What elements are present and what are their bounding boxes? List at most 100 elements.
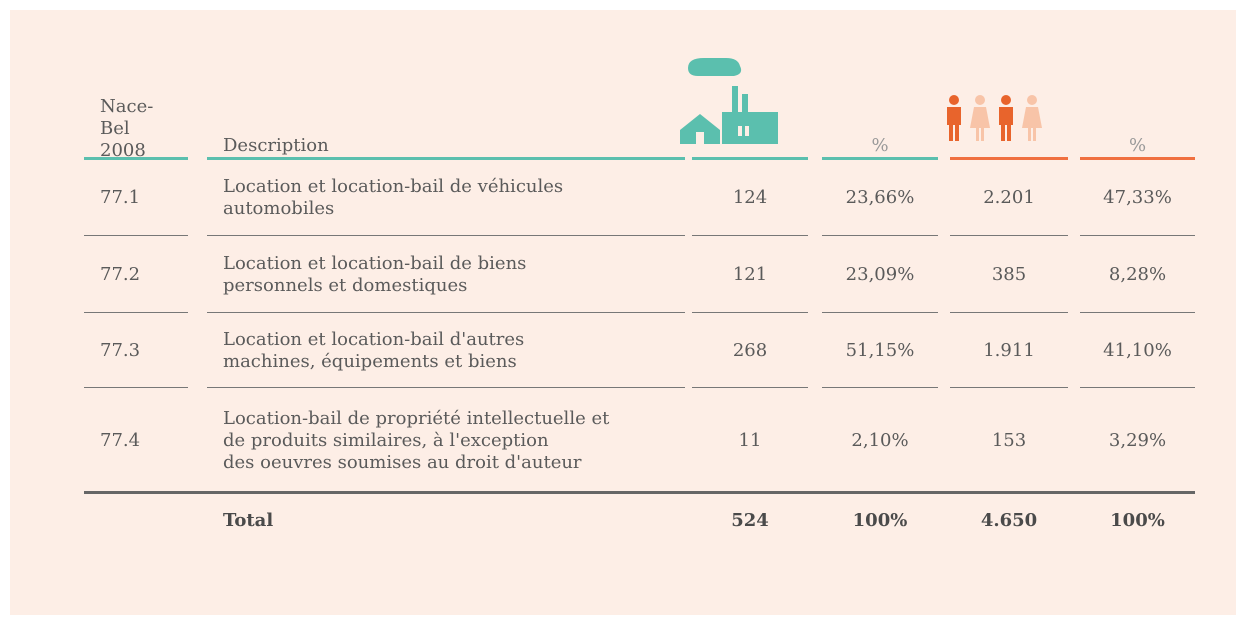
header-text: Description bbox=[223, 135, 329, 156]
value-cell: 153 bbox=[950, 389, 1068, 492]
total-label: Total bbox=[223, 496, 685, 546]
header-underline bbox=[950, 157, 1068, 160]
code-cell: 77.4 bbox=[100, 389, 188, 492]
total-value: 100% bbox=[822, 496, 938, 546]
value-text: 11 bbox=[738, 429, 762, 451]
row-separator bbox=[84, 312, 188, 313]
value-text: 268 bbox=[732, 339, 768, 361]
row-separator bbox=[692, 387, 808, 388]
row-separator bbox=[207, 235, 685, 236]
total-text: 4.650 bbox=[980, 510, 1038, 531]
header-code-line: Nace- bbox=[100, 96, 154, 117]
people-icon bbox=[947, 95, 1042, 141]
header-underline bbox=[207, 157, 685, 160]
value-text: 8,28% bbox=[1108, 263, 1167, 285]
value-text: 385 bbox=[991, 263, 1027, 285]
description-line: Location et location-bail de véhicules bbox=[223, 175, 564, 197]
value-text: 1.911 bbox=[983, 339, 1035, 361]
value-cell: 1.911 bbox=[950, 314, 1068, 387]
value-cell: 51,15% bbox=[822, 314, 938, 387]
value-text: 47,33% bbox=[1103, 186, 1172, 208]
code-text: 77.4 bbox=[100, 429, 141, 451]
header-text: % bbox=[871, 135, 889, 156]
value-cell: 2,10% bbox=[822, 389, 938, 492]
code-text: 77.1 bbox=[100, 186, 141, 208]
value-cell: 47,33% bbox=[1080, 160, 1195, 235]
row-separator bbox=[950, 235, 1068, 236]
description-line: machines, équipements et biens bbox=[223, 350, 517, 372]
description-line: des oeuvres soumises au droit d'auteur bbox=[223, 451, 582, 473]
description-cell: Location et location-bail de véhicules au… bbox=[223, 160, 685, 235]
row-separator bbox=[822, 387, 938, 388]
value-text: 153 bbox=[991, 429, 1027, 451]
row-separator bbox=[84, 235, 188, 236]
description-cell: Location et location-bail d'autres machin… bbox=[223, 314, 685, 387]
total-value: 4.650 bbox=[950, 496, 1068, 546]
description-line: automobiles bbox=[223, 197, 335, 219]
description-line: de produits similaires, à l'exception bbox=[223, 429, 549, 451]
header-underline bbox=[84, 157, 188, 160]
row-separator bbox=[950, 387, 1068, 388]
header-percent: % bbox=[822, 130, 938, 162]
value-cell: 8,28% bbox=[1080, 237, 1195, 312]
row-separator bbox=[950, 312, 1068, 313]
value-text: 3,29% bbox=[1108, 429, 1167, 451]
header-underline bbox=[1080, 157, 1195, 160]
header-description: Description bbox=[223, 130, 685, 162]
value-cell: 121 bbox=[692, 237, 808, 312]
code-cell: 77.3 bbox=[100, 314, 188, 387]
row-separator bbox=[207, 312, 685, 313]
row-separator bbox=[84, 387, 188, 388]
value-text: 23,09% bbox=[845, 263, 915, 285]
row-separator bbox=[1080, 235, 1195, 236]
description-line: Location et location-bail d'autres bbox=[223, 328, 525, 350]
value-text: 2.201 bbox=[983, 186, 1035, 208]
value-cell: 3,29% bbox=[1080, 389, 1195, 492]
header-underline bbox=[692, 157, 808, 160]
row-separator bbox=[207, 387, 685, 388]
header-text: % bbox=[1128, 135, 1147, 156]
code-text: 77.2 bbox=[100, 263, 141, 285]
row-separator bbox=[822, 235, 938, 236]
value-cell: 23,66% bbox=[822, 160, 938, 235]
row-separator bbox=[692, 235, 808, 236]
row-separator bbox=[692, 312, 808, 313]
value-cell: 23,09% bbox=[822, 237, 938, 312]
value-cell: 2.201 bbox=[950, 160, 1068, 235]
value-cell: 124 bbox=[692, 160, 808, 235]
code-cell: 77.2 bbox=[100, 237, 188, 312]
value-text: 2,10% bbox=[851, 429, 909, 451]
row-separator bbox=[1080, 312, 1195, 313]
value-text: 121 bbox=[732, 263, 768, 285]
header-code-line: Bel bbox=[100, 118, 130, 139]
value-cell: 41,10% bbox=[1080, 314, 1195, 387]
code-text: 77.3 bbox=[100, 339, 141, 361]
total-value: 100% bbox=[1080, 496, 1195, 546]
total-value: 524 bbox=[692, 496, 808, 546]
total-text: 524 bbox=[731, 510, 769, 531]
factory-icon bbox=[680, 58, 778, 144]
header-percent: % bbox=[1080, 130, 1195, 162]
description-line: Location-bail de propriété intellectuell… bbox=[223, 407, 610, 429]
total-text: 100% bbox=[1110, 510, 1165, 531]
value-text: 23,66% bbox=[845, 186, 915, 208]
total-rule bbox=[84, 491, 1195, 494]
value-text: 124 bbox=[732, 186, 768, 208]
header-code: Nace- Bel 2008 bbox=[100, 70, 188, 162]
description-line: personnels et domestiques bbox=[223, 274, 468, 296]
header-code-line: 2008 bbox=[100, 140, 146, 161]
description-line: Location et location-bail de biens bbox=[223, 252, 527, 274]
description-cell: Location et location-bail de biens person… bbox=[223, 237, 685, 312]
value-cell: 268 bbox=[692, 314, 808, 387]
description-cell: Location-bail de propriété intellectuell… bbox=[223, 389, 685, 492]
value-text: 41,10% bbox=[1103, 339, 1172, 361]
value-cell: 385 bbox=[950, 237, 1068, 312]
page: Nace- Bel 2008 Description%% 77.1 Location et… bbox=[10, 10, 1236, 615]
row-separator bbox=[822, 312, 938, 313]
code-cell: 77.1 bbox=[100, 160, 188, 235]
value-text: 51,15% bbox=[845, 339, 915, 361]
total-text: Total bbox=[223, 510, 274, 531]
value-cell: 11 bbox=[692, 389, 808, 492]
header-underline bbox=[822, 157, 938, 160]
total-text: 100% bbox=[852, 510, 908, 531]
